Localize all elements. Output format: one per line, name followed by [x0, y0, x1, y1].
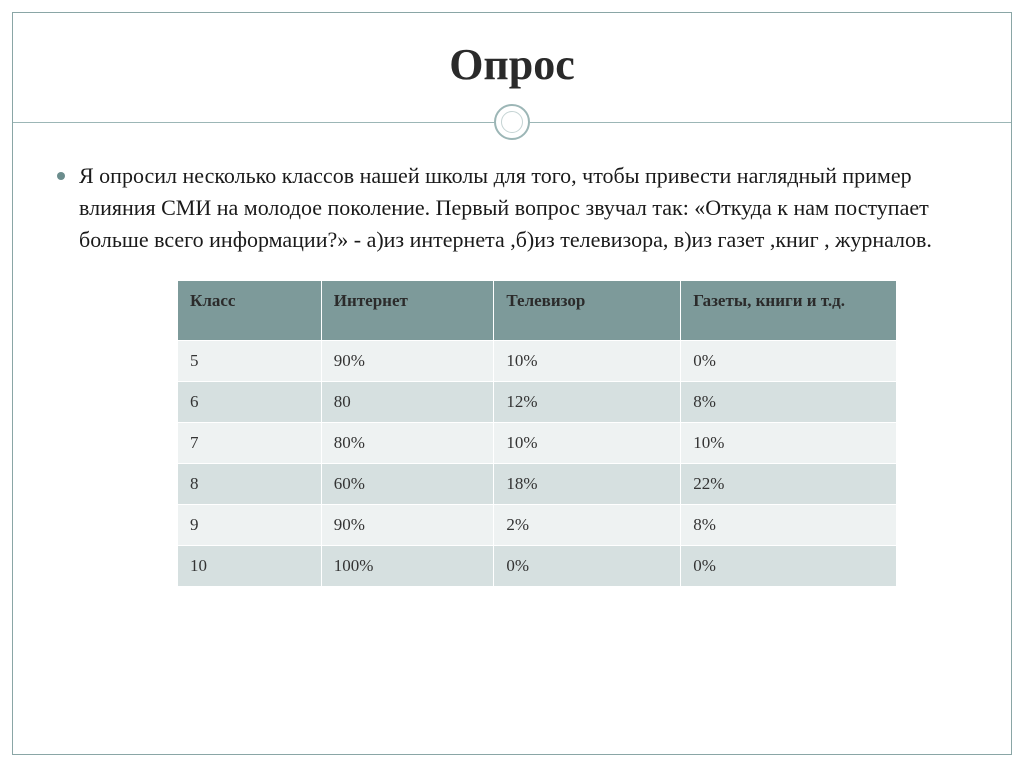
table-row: 990%2%8% — [178, 504, 897, 545]
survey-table: Класс Интернет Телевизор Газеты, книги и… — [177, 280, 897, 587]
table-cell: 0% — [494, 545, 681, 586]
table-cell: 5 — [178, 340, 322, 381]
table-row: 780%10%10% — [178, 422, 897, 463]
table-cell: 90% — [321, 340, 494, 381]
table-cell: 9 — [178, 504, 322, 545]
table-cell: 100% — [321, 545, 494, 586]
slide-frame: Опрос Я опросил несколько классов нашей … — [12, 12, 1012, 755]
table-cell: 0% — [681, 340, 897, 381]
table-cell: 90% — [321, 504, 494, 545]
table-row: 68012%8% — [178, 381, 897, 422]
table-cell: 12% — [494, 381, 681, 422]
table-cell: 80 — [321, 381, 494, 422]
table-cell: 22% — [681, 463, 897, 504]
table-header-cell: Класс — [178, 280, 322, 340]
table-cell: 2% — [494, 504, 681, 545]
table-header-cell: Телевизор — [494, 280, 681, 340]
table-header-cell: Интернет — [321, 280, 494, 340]
table-row: 860%18%22% — [178, 463, 897, 504]
table-header-row: Класс Интернет Телевизор Газеты, книги и… — [178, 280, 897, 340]
table-cell: 10 — [178, 545, 322, 586]
bullet-item: Я опросил несколько классов нашей школы … — [57, 160, 967, 256]
table-cell: 80% — [321, 422, 494, 463]
paragraph-text: Я опросил несколько классов нашей школы … — [79, 160, 967, 256]
survey-table-wrap: Класс Интернет Телевизор Газеты, книги и… — [177, 280, 897, 587]
table-cell: 10% — [681, 422, 897, 463]
table-cell: 8% — [681, 504, 897, 545]
table-cell: 60% — [321, 463, 494, 504]
table-cell: 10% — [494, 422, 681, 463]
table-row: 590%10%0% — [178, 340, 897, 381]
bullet-icon — [57, 172, 65, 180]
table-cell: 0% — [681, 545, 897, 586]
slide-body: Я опросил несколько классов нашей школы … — [13, 140, 1011, 587]
table-cell: 8% — [681, 381, 897, 422]
table-cell: 7 — [178, 422, 322, 463]
table-cell: 8 — [178, 463, 322, 504]
title-block: Опрос — [13, 13, 1011, 140]
table-body: 590%10%0%68012%8%780%10%10%860%18%22%990… — [178, 340, 897, 586]
table-cell: 6 — [178, 381, 322, 422]
slide-title: Опрос — [13, 39, 1011, 90]
table-header-cell: Газеты, книги и т.д. — [681, 280, 897, 340]
table-cell: 18% — [494, 463, 681, 504]
divider-circle-icon — [494, 104, 530, 140]
table-row: 10100%0%0% — [178, 545, 897, 586]
table-cell: 10% — [494, 340, 681, 381]
divider — [13, 104, 1011, 140]
